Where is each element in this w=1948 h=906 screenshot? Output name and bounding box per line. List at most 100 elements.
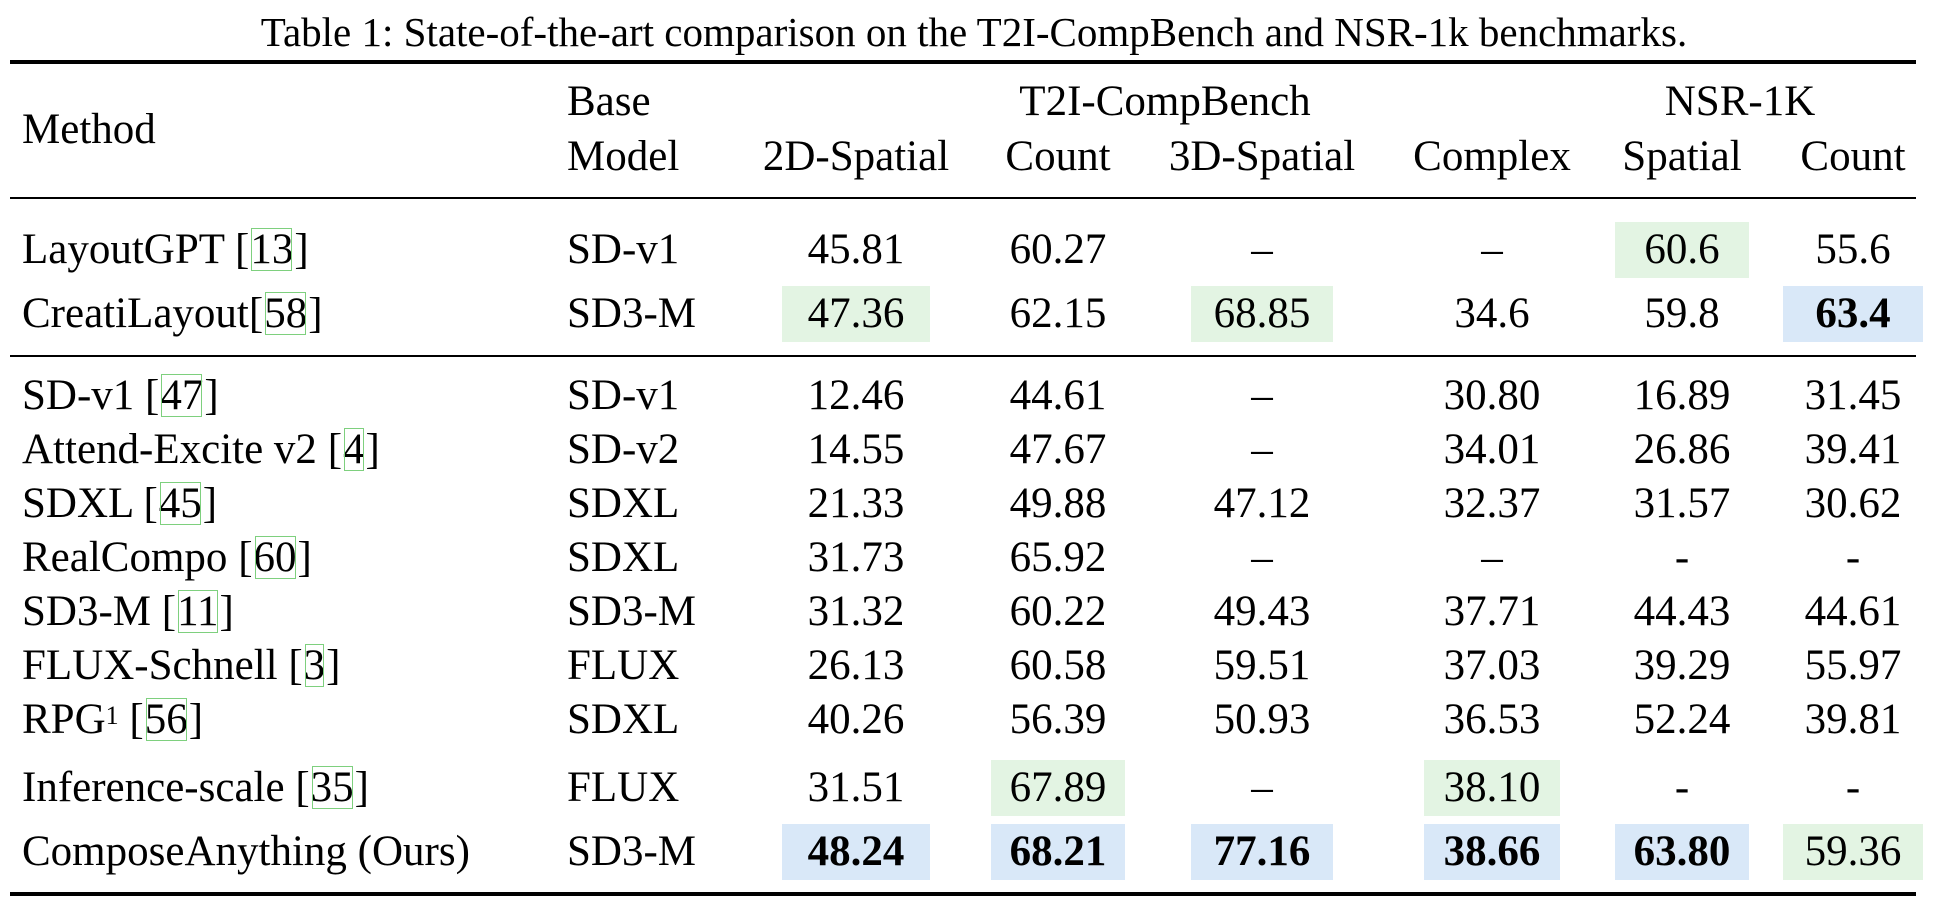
header-group-t2i-compbench: T2I-CompBench: [1019, 78, 1311, 125]
col-header-nsr-count: Count: [1800, 133, 1906, 180]
citation-link[interactable]: 3: [303, 642, 326, 689]
value-cell-spatial: 39.29: [1633, 642, 1731, 689]
base-model-cell: SDXL: [567, 480, 680, 527]
method-label: SD-v1: [22, 372, 146, 419]
value-cell-3d-spatial: 77.16: [1191, 824, 1333, 880]
value-cell-3d-spatial: –: [1251, 372, 1273, 419]
value-cell-complex: 32.37: [1443, 480, 1541, 527]
value-cell-complex: 37.71: [1443, 588, 1541, 635]
method-name: RPG1 [56]: [22, 696, 204, 743]
method-name: CreatiLayout[58]: [22, 290, 323, 337]
citation-link[interactable]: 35: [310, 764, 354, 811]
value-cell-complex: 38.10: [1424, 760, 1560, 816]
col-header-complex: Complex: [1413, 133, 1571, 180]
method-name: SD3-M [11]: [22, 588, 234, 635]
base-model-cell: SDXL: [567, 696, 680, 743]
value-cell-nsr-count: -: [1845, 534, 1861, 581]
header-group-nsr-1k: NSR-1K: [1664, 78, 1816, 125]
citation-link[interactable]: 58: [264, 290, 308, 337]
citation-link[interactable]: 13: [250, 226, 294, 273]
col-header-3d-spatial: 3D-Spatial: [1168, 133, 1356, 180]
col-header-2d-spatial: 2D-Spatial: [762, 133, 950, 180]
method-label: ComposeAnything (Ours): [22, 828, 470, 875]
value-cell-3d-spatial: –: [1251, 764, 1273, 811]
base-model-cell: SDXL: [567, 534, 680, 581]
citation-link[interactable]: 11: [177, 588, 219, 635]
value-cell-2d-spatial: 21.33: [807, 480, 905, 527]
method-name: ComposeAnything (Ours): [22, 826, 470, 878]
value-cell-spatial: 26.86: [1633, 426, 1731, 473]
value-cell-count: 65.92: [1009, 534, 1107, 581]
base-model-cell: SD3-M: [567, 290, 697, 337]
value-cell-complex: –: [1481, 534, 1503, 581]
value-cell-3d-spatial: 68.85: [1191, 286, 1333, 342]
citation-link[interactable]: 47: [160, 372, 204, 419]
top-rule: [10, 60, 1916, 64]
value-cell-nsr-count: 59.36: [1783, 824, 1923, 880]
value-cell-nsr-count: 55.97: [1804, 642, 1902, 689]
value-cell-2d-spatial: 40.26: [807, 696, 905, 743]
value-cell-2d-spatial: 14.55: [807, 426, 905, 473]
value-cell-2d-spatial: 45.81: [807, 226, 905, 273]
value-cell-3d-spatial: 50.93: [1213, 696, 1311, 743]
citation-link[interactable]: 60: [253, 534, 297, 581]
method-name: Attend-Excite v2 [4]: [22, 426, 380, 473]
value-cell-2d-spatial: 31.32: [807, 588, 905, 635]
value-cell-2d-spatial: 48.24: [782, 824, 930, 880]
value-cell-spatial: 63.80: [1615, 824, 1749, 880]
value-cell-spatial: 16.89: [1633, 372, 1731, 419]
value-cell-3d-spatial: 59.51: [1213, 642, 1311, 689]
value-cell-3d-spatial: 49.43: [1213, 588, 1311, 635]
method-label: SD3-M: [22, 588, 162, 635]
base-model-cell: SD-v1: [567, 372, 680, 419]
method-label: FLUX-Schnell: [22, 642, 289, 689]
method-label: SDXL: [22, 480, 144, 527]
value-cell-nsr-count: 63.4: [1783, 286, 1923, 342]
value-cell-count: 68.21: [991, 824, 1125, 880]
value-cell-complex: 36.53: [1443, 696, 1541, 743]
citation-link[interactable]: 56: [144, 696, 188, 743]
value-cell-count: 62.15: [1009, 290, 1107, 337]
value-cell-2d-spatial: 12.46: [807, 372, 905, 419]
value-cell-count: 60.58: [1009, 642, 1107, 689]
citation-link[interactable]: 45: [158, 480, 202, 527]
method-label: RPG: [22, 696, 106, 743]
value-cell-spatial: -: [1674, 764, 1690, 811]
base-model-cell: SD3-M: [567, 588, 697, 635]
value-cell-count: 60.22: [1009, 588, 1107, 635]
value-cell-complex: 38.66: [1424, 824, 1560, 880]
method-name: FLUX-Schnell [3]: [22, 642, 341, 689]
value-cell-complex: 34.6: [1454, 290, 1530, 337]
value-cell-nsr-count: -: [1845, 764, 1861, 811]
method-name: LayoutGPT [13]: [22, 226, 309, 273]
table-caption: Table 1: State-of-the-art comparison on …: [260, 9, 1688, 55]
header-base-model-line2: Model: [567, 133, 680, 180]
value-cell-spatial: 59.8: [1644, 290, 1720, 337]
value-cell-2d-spatial: 31.73: [807, 534, 905, 581]
value-cell-nsr-count: 39.41: [1804, 426, 1902, 473]
method-name: SDXL [45]: [22, 480, 218, 527]
value-cell-complex: –: [1481, 226, 1503, 273]
base-model-cell: SD-v1: [567, 226, 680, 273]
value-cell-complex: 37.03: [1443, 642, 1541, 689]
value-cell-3d-spatial: –: [1251, 226, 1273, 273]
citation-link[interactable]: 4: [343, 426, 365, 473]
value-cell-nsr-count: 55.6: [1815, 226, 1891, 273]
method-label: Inference-scale: [22, 764, 296, 811]
value-cell-2d-spatial: 47.36: [782, 286, 930, 342]
value-cell-2d-spatial: 31.51: [807, 764, 905, 811]
value-cell-count: 49.88: [1009, 480, 1107, 527]
method-label: Attend-Excite v2: [22, 426, 328, 473]
value-cell-complex: 34.01: [1443, 426, 1541, 473]
value-cell-spatial: 60.6: [1615, 222, 1749, 278]
value-cell-nsr-count: 44.61: [1804, 588, 1902, 635]
value-cell-count: 47.67: [1009, 426, 1107, 473]
base-model-cell: SD-v2: [567, 426, 680, 473]
value-cell-count: 67.89: [991, 760, 1125, 816]
value-cell-spatial: -: [1674, 534, 1690, 581]
value-cell-complex: 30.80: [1443, 372, 1541, 419]
group-divider-rule: [10, 355, 1916, 357]
footnote-marker: 1: [105, 701, 119, 730]
header-method: Method: [22, 106, 156, 153]
method-label: LayoutGPT: [22, 226, 236, 273]
